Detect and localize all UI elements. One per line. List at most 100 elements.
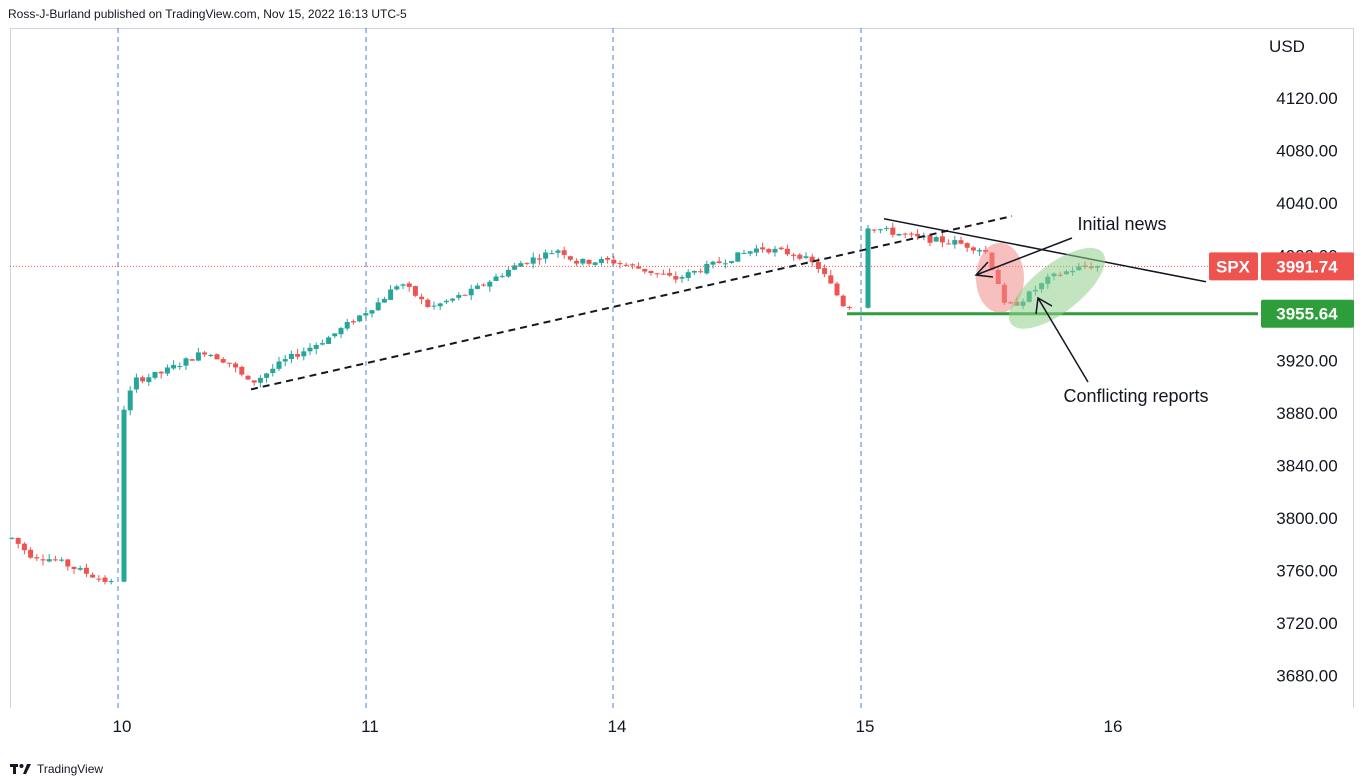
candle-down xyxy=(233,363,239,368)
candle-down xyxy=(964,243,970,248)
candle-up xyxy=(46,559,52,562)
candle-up xyxy=(59,559,65,561)
candle-down xyxy=(629,264,635,266)
candle-up xyxy=(598,258,604,263)
candle-up xyxy=(468,288,474,296)
candle-up xyxy=(357,315,363,322)
candle-up xyxy=(474,285,480,289)
candle-down xyxy=(574,260,580,264)
candle-up xyxy=(952,240,958,245)
candle-up xyxy=(195,352,201,361)
candle-up xyxy=(108,581,114,583)
candle-down xyxy=(189,359,195,361)
candle-up xyxy=(344,322,350,329)
candle-up xyxy=(753,248,759,253)
initial-news-highlight xyxy=(976,242,1024,313)
y-tick-label: 4120.00 xyxy=(1276,89,1337,108)
candle-up xyxy=(127,390,133,411)
candle-down xyxy=(21,543,27,551)
candle-up xyxy=(77,568,83,570)
candle-down xyxy=(660,273,666,275)
candle-up xyxy=(884,227,890,229)
y-tick-label: 3720.00 xyxy=(1276,614,1337,633)
candle-up xyxy=(456,295,462,298)
candle-up xyxy=(257,377,263,383)
candle-up xyxy=(865,228,871,308)
candle-up xyxy=(499,275,505,277)
candle-down xyxy=(784,248,790,255)
candle-up xyxy=(543,252,549,259)
candle-up xyxy=(729,261,735,263)
candle-up xyxy=(338,328,344,335)
candle-up xyxy=(443,300,449,303)
x-tick-label: 11 xyxy=(361,717,379,736)
footer: TradingView xyxy=(10,762,103,776)
candle-down xyxy=(611,259,617,264)
candle-down xyxy=(15,537,21,544)
candle-up xyxy=(877,229,883,231)
x-tick-label: 10 xyxy=(113,717,132,736)
candle-up xyxy=(512,265,518,270)
candle-up xyxy=(208,355,214,357)
initial-news-arrow-head xyxy=(974,261,994,278)
candle-up xyxy=(146,377,152,383)
candle-up xyxy=(685,272,691,278)
candle-up xyxy=(301,351,307,357)
candle-down xyxy=(815,262,821,269)
candle-up xyxy=(288,353,294,359)
candle-up xyxy=(592,262,598,265)
dashed-uptrend-line[interactable] xyxy=(250,215,1013,391)
y-tick-label: 3800.00 xyxy=(1276,509,1337,528)
candle-down xyxy=(524,262,530,264)
candle-down xyxy=(667,273,673,276)
candle-down xyxy=(102,577,108,582)
candle-up xyxy=(164,367,170,374)
last-price-badge[interactable] xyxy=(1261,252,1354,281)
candle-down xyxy=(28,549,34,558)
last-price-value: 3991.74 xyxy=(1276,257,1338,276)
candle-down xyxy=(760,247,766,250)
chart-frame[interactable] xyxy=(10,28,1354,708)
candle-up xyxy=(369,310,375,314)
descending-resistance-line[interactable] xyxy=(883,218,1207,283)
candle-down xyxy=(797,254,803,259)
candle-down xyxy=(419,296,425,300)
candle-down xyxy=(673,276,679,280)
candle-down xyxy=(295,354,301,357)
y-tick-label: 3680.00 xyxy=(1276,667,1337,686)
x-tick-label: 15 xyxy=(856,717,875,736)
candle-down xyxy=(939,236,945,243)
candle-up xyxy=(9,537,15,539)
candle-down xyxy=(239,366,245,375)
candle-down xyxy=(245,375,251,380)
candle-down xyxy=(834,283,840,296)
candle-up xyxy=(400,284,406,286)
candle-down xyxy=(96,578,102,580)
candle-up xyxy=(183,358,189,366)
candle-up xyxy=(381,298,387,303)
y-tick-label: 4080.00 xyxy=(1276,142,1337,161)
candle-up xyxy=(493,276,499,281)
conflicting-reports-highlight xyxy=(1008,247,1106,329)
symbol-badge-label: SPX xyxy=(1216,257,1251,276)
candle-down xyxy=(642,268,648,272)
candle-up xyxy=(177,366,183,368)
candle-down xyxy=(970,247,976,251)
candle-down xyxy=(890,227,896,235)
candle-down xyxy=(40,559,46,561)
candle-up xyxy=(772,248,778,253)
candle-down xyxy=(412,286,418,296)
symbol-badge[interactable] xyxy=(1209,252,1258,281)
y-tick-label: 3760.00 xyxy=(1276,562,1337,581)
x-tick-label: 14 xyxy=(608,717,627,736)
y-tick-label: 4040.00 xyxy=(1276,194,1337,213)
candle-up xyxy=(313,344,319,349)
candle-down xyxy=(226,362,232,364)
candle-down xyxy=(481,284,487,286)
support-price-badge[interactable] xyxy=(1261,299,1354,328)
candle-down xyxy=(902,233,908,235)
conflicting-reports-arrow-head xyxy=(1035,296,1053,315)
candle-down xyxy=(350,321,356,323)
candle-up xyxy=(555,250,561,253)
